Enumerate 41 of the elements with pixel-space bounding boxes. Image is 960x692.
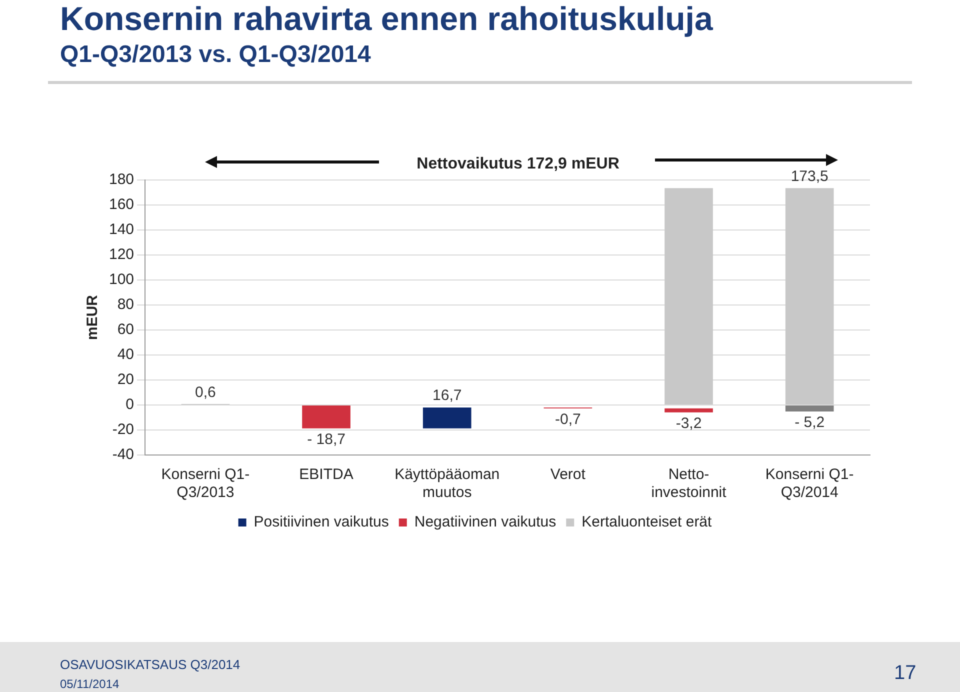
y-tick-label: 180	[108, 171, 134, 188]
data-label: - 5,2	[794, 414, 825, 432]
y-tick-label: 0	[126, 396, 134, 414]
data-label: 16,7	[432, 387, 462, 404]
text: 05/11/2014	[60, 677, 120, 691]
y-tick-label: 140	[108, 221, 134, 238]
chart-subtitle: Q1-Q3/2013 vs. Q1-Q3/2014	[60, 40, 371, 70]
text: Nettovaikutus 172,9 mEUR	[416, 155, 620, 172]
bar	[664, 188, 713, 404]
x-tick-label: Konserni Q1-Q3/2014	[765, 466, 854, 502]
text: OSAVUOSIKATSAUS Q3/2014	[60, 657, 240, 672]
chart-title: Konsernin rahavirta ennen rahoituskuluja	[60, 0, 713, 38]
text: 17	[894, 662, 916, 685]
bar	[785, 406, 834, 412]
y-tick-label: 40	[117, 346, 134, 364]
y-tick-label: 60	[117, 321, 134, 338]
x-tick-label: EBITDA	[299, 466, 354, 484]
x-tick-label: Konserni Q1-Q3/2013	[161, 466, 250, 502]
y-tick-label: 20	[117, 371, 134, 388]
y-axis-title: mEUR	[84, 294, 102, 340]
bar	[785, 188, 834, 404]
y-tick-label: -20	[112, 421, 134, 438]
y-tick-label: -40	[112, 446, 134, 464]
x-tick-label: Käyttöpääoman muutos	[394, 466, 500, 502]
x-tick-label: Netto-investoinnit	[651, 466, 728, 502]
legend-label: Kertaluonteiset erät	[582, 514, 713, 531]
y-tick-label: 80	[117, 296, 134, 314]
legend-label: Negatiivinen vaikutus	[414, 514, 556, 531]
bar	[664, 408, 713, 412]
bar	[302, 406, 350, 428]
data-label: -3,2	[676, 415, 702, 432]
bar	[422, 408, 472, 428]
data-label: 0,6	[195, 384, 216, 401]
legend-label: Positiivinen vaikutus	[254, 514, 389, 531]
data-label: -0,7	[555, 411, 581, 428]
x-tick-label: Verot	[550, 466, 586, 484]
data-label: - 18,7	[307, 431, 346, 448]
y-tick-label: 120	[108, 246, 134, 264]
y-tick-label: 160	[108, 196, 134, 214]
y-tick-label: 100	[108, 271, 134, 288]
data-label: 173,5	[790, 168, 828, 185]
